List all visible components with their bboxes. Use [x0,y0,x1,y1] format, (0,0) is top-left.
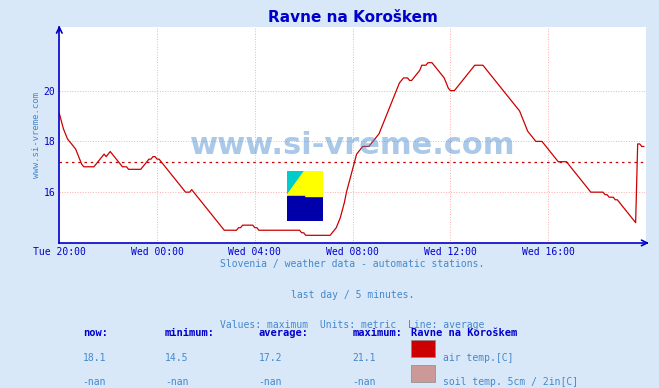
Text: Ravne na Koroškem: Ravne na Koroškem [411,328,517,338]
Text: air temp.[C]: air temp.[C] [444,353,514,363]
Polygon shape [287,196,323,221]
Text: -nan: -nan [165,378,188,388]
Text: 21.1: 21.1 [353,353,376,363]
Text: last day / 5 minutes.: last day / 5 minutes. [291,289,415,300]
Y-axis label: www.si-vreme.com: www.si-vreme.com [32,92,41,178]
Text: -nan: -nan [353,378,376,388]
Text: Slovenia / weather data - automatic stations.: Slovenia / weather data - automatic stat… [220,260,485,269]
Text: www.si-vreme.com: www.si-vreme.com [190,131,515,160]
Text: 14.5: 14.5 [165,353,188,363]
Text: soil temp. 5cm / 2in[C]: soil temp. 5cm / 2in[C] [444,378,579,388]
FancyBboxPatch shape [411,365,435,382]
Polygon shape [287,171,304,196]
Text: maximum:: maximum: [353,328,403,338]
Text: Values: maximum  Units: metric  Line: average: Values: maximum Units: metric Line: aver… [220,320,485,330]
Text: -nan: -nan [259,378,282,388]
FancyBboxPatch shape [411,340,435,357]
Text: 17.2: 17.2 [259,353,282,363]
Polygon shape [287,171,323,196]
Text: -nan: -nan [83,378,106,388]
Text: now:: now: [83,328,108,338]
Text: minimum:: minimum: [165,328,215,338]
Text: 18.1: 18.1 [83,353,106,363]
Text: average:: average: [259,328,308,338]
Title: Ravne na Koroškem: Ravne na Koroškem [268,10,438,24]
Polygon shape [304,171,323,196]
